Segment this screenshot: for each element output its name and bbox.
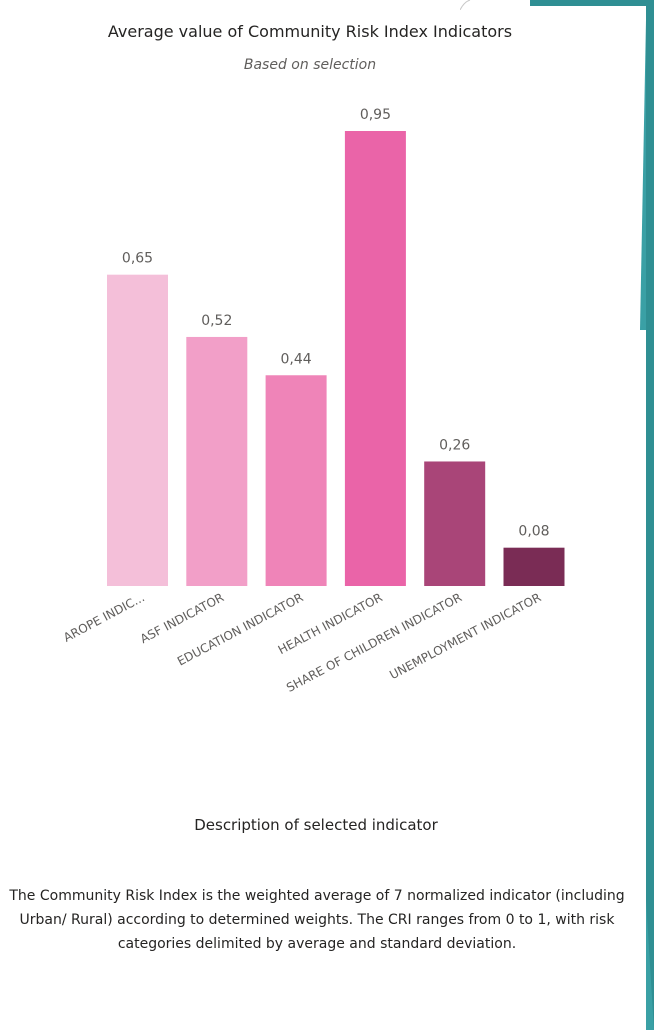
bar[interactable] (503, 547, 565, 586)
data-label: 0,65 (122, 251, 153, 267)
top-frame-decoration (460, 0, 654, 10)
chart-title: Average value of Community Risk Index In… (107, 22, 513, 41)
category-tick-label: UNEMPLOYMENT INDICATOR (387, 590, 543, 682)
data-label: 0,52 (201, 313, 232, 329)
data-label: 0,26 (439, 437, 470, 453)
bar[interactable] (265, 375, 327, 586)
data-label: 0,44 (281, 351, 312, 367)
description-text: The Community Risk Index is the weighted… (9, 888, 625, 952)
bar[interactable] (186, 336, 248, 586)
data-label: 0,95 (360, 107, 391, 123)
data-label: 0,08 (518, 524, 549, 540)
right-edge-decoration (640, 0, 654, 1030)
bar[interactable] (344, 131, 406, 586)
bar[interactable] (424, 461, 486, 586)
chart-subtitle: Based on selection (243, 57, 377, 73)
category-tick-label: EDUCATION INDICATOR (175, 590, 306, 668)
bar[interactable] (107, 274, 168, 586)
description-title: Description of selected indicator (194, 816, 438, 834)
category-tick-label: AROPE INDIC... (61, 590, 147, 644)
